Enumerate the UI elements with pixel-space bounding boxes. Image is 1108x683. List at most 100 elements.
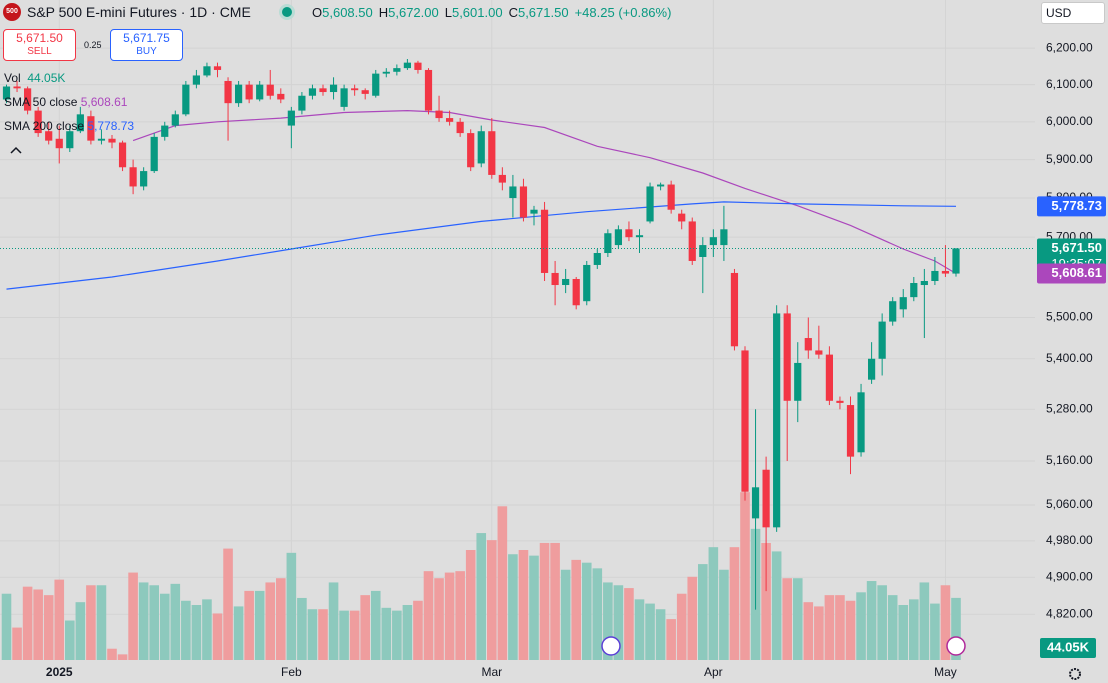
candle-body xyxy=(910,283,918,298)
volume-bar xyxy=(149,585,159,660)
x-tick-label: Apr xyxy=(704,665,723,679)
y-tick-label: 6,100.00 xyxy=(1046,77,1093,91)
sma50-legend[interactable]: SMA 50 close 5,608.61 xyxy=(4,95,127,109)
volume-bar xyxy=(845,600,856,660)
candle-body xyxy=(34,110,42,134)
volume-bar xyxy=(434,578,444,660)
candle-body xyxy=(361,90,369,94)
collapse-legend[interactable] xyxy=(9,145,23,155)
sma200-legend[interactable]: SMA 200 close 5,778.73 xyxy=(4,119,134,133)
volume-bar xyxy=(719,569,729,660)
candle-body xyxy=(171,114,179,126)
y-tick-label: 5,160.00 xyxy=(1046,453,1093,467)
ohlc-label: C xyxy=(508,5,518,20)
candle-body xyxy=(477,131,485,164)
volume-bar xyxy=(634,599,645,660)
volume-bar xyxy=(33,589,43,660)
candle-body xyxy=(414,62,422,70)
symbol-logo[interactable]: 500 xyxy=(3,3,21,21)
candle-body xyxy=(762,469,770,528)
candle-body xyxy=(741,350,749,492)
candle-body xyxy=(625,229,633,238)
legend-value: 5,778.73 xyxy=(87,119,135,133)
x-tick-label: May xyxy=(934,665,957,679)
sell-label: SELL xyxy=(27,46,52,57)
volume-bar xyxy=(771,551,782,660)
volume-bar xyxy=(518,550,529,660)
candle-body xyxy=(340,88,348,107)
volume-bar xyxy=(265,582,276,660)
event-icon xyxy=(946,636,966,656)
candle-body xyxy=(667,184,675,210)
candle-body xyxy=(298,95,306,111)
symbol-title[interactable]: S&P 500 E-mini Futures · 1D · CME xyxy=(27,4,251,20)
candle-body xyxy=(351,88,359,91)
settings-button[interactable] xyxy=(1069,668,1081,680)
ohlc-label: L xyxy=(444,5,452,20)
volume-legend[interactable]: Vol 44.05K xyxy=(4,71,65,85)
volume-bar xyxy=(866,581,877,660)
legend-name: Vol xyxy=(4,71,21,85)
ohlc-values: O5,608.50 H5,672.00 L5,601.00 C5,671.50 +48.… xyxy=(312,5,671,20)
volume-bar xyxy=(392,610,402,660)
candle-body xyxy=(519,186,528,218)
buy-button[interactable]: 5,671.75 BUY xyxy=(110,29,183,61)
candle-body xyxy=(224,80,232,104)
volume-bar xyxy=(951,597,961,660)
y-tick-label: 5,900.00 xyxy=(1046,152,1093,166)
market-status[interactable] xyxy=(282,7,292,17)
volume-bar xyxy=(43,595,54,660)
volume-bar xyxy=(603,582,613,660)
candle-body xyxy=(815,350,823,355)
volume-bar xyxy=(571,559,581,660)
volume-bar xyxy=(107,648,117,660)
ohlc-label: O xyxy=(312,5,323,20)
candle-body xyxy=(213,66,222,70)
volume-bar xyxy=(887,595,898,660)
volume-bar xyxy=(413,600,423,660)
volume-bar xyxy=(909,599,919,660)
volume-bar xyxy=(814,606,824,660)
volume-bar xyxy=(138,582,149,660)
volume-bar xyxy=(666,619,676,660)
sell-button[interactable]: 5,671.50 SELL xyxy=(3,29,76,61)
volume-bar xyxy=(455,571,465,660)
candle-body xyxy=(540,209,549,273)
volume-bar xyxy=(402,605,413,660)
volume-bar xyxy=(1,593,12,660)
candle-body xyxy=(403,62,411,69)
candle-body xyxy=(920,280,928,286)
volume-bar xyxy=(655,609,666,660)
candle-body xyxy=(604,233,612,254)
volume-bar xyxy=(286,552,297,660)
x-tick-label: Feb xyxy=(281,665,302,679)
candle-body xyxy=(952,248,960,274)
volume-bar xyxy=(550,542,560,660)
volume-bar xyxy=(181,600,191,660)
volume-bar xyxy=(191,605,202,660)
candle-body xyxy=(583,264,591,302)
volume-bar xyxy=(276,578,286,660)
candle-body xyxy=(699,245,707,257)
volume-bar xyxy=(581,562,592,660)
candle-body xyxy=(941,270,950,274)
candle-body xyxy=(773,313,781,528)
candle-body xyxy=(319,88,327,93)
y-tick-label: 5,280.00 xyxy=(1046,401,1093,415)
volume-bar xyxy=(476,533,487,660)
volume-bar xyxy=(65,620,75,660)
volume-bar xyxy=(529,555,539,660)
currency-select[interactable]: USD xyxy=(1041,2,1105,24)
candle-body xyxy=(825,354,833,401)
candle-body xyxy=(889,301,897,322)
legend-name: SMA 200 close xyxy=(4,119,85,133)
price-tag xyxy=(1037,196,1106,217)
candle-body xyxy=(509,186,517,199)
price-tag-label: 5,778.73 xyxy=(1051,198,1102,213)
candle-body xyxy=(836,400,844,403)
buy-price: 5,671.75 xyxy=(123,31,170,45)
price-tag-label: 5,671.50 xyxy=(1051,240,1102,255)
candle-body xyxy=(804,338,812,351)
legend-value: 44.05K xyxy=(27,71,66,85)
